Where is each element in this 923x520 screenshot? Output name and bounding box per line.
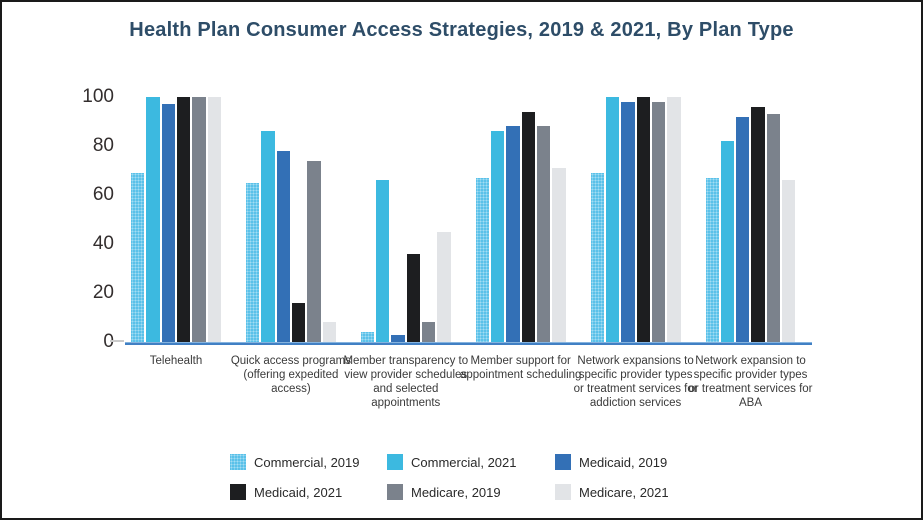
bar-medicare-2019 (192, 97, 206, 342)
bar-group-0 (131, 97, 221, 342)
bar-medicaid-2021 (176, 97, 191, 342)
bar-medicare-2021 (207, 97, 221, 342)
bar-medicaid-2019 (161, 104, 175, 342)
bar-medicare-2019 (766, 114, 781, 342)
legend-label: Medicaid, 2019 (579, 454, 668, 470)
legend-swatch-icon (387, 484, 403, 500)
bar-group-3 (475, 97, 566, 342)
bar-medicaid-2019 (506, 126, 520, 342)
bar-commercial-2019 (360, 332, 375, 342)
category-label-1: Quick access programs (offering expedite… (230, 355, 351, 395)
bar-commercial-2019 (245, 182, 260, 342)
bar-medicaid-2021 (636, 97, 650, 342)
bar-commercial-2019 (131, 172, 145, 342)
bar-commercial-2019 (590, 172, 604, 342)
y-tick-100: 100 (82, 86, 114, 107)
bar-commercial-2021 (605, 97, 620, 342)
legend-label: Medicaid, 2021 (254, 484, 343, 500)
bar-medicare-2019 (651, 101, 666, 342)
bar-medicare-2021 (437, 231, 451, 342)
legend-swatch-icon (555, 454, 571, 470)
bar-medicaid-2021 (406, 253, 421, 342)
y-tick-80: 80 (92, 135, 114, 156)
plot-area (125, 97, 812, 345)
bar-medicaid-2021 (291, 302, 306, 342)
legend-item-medicare-2021: Medicare, 2021 (555, 484, 730, 500)
legend: Commercial, 2019 Commercial, 2021 Medicaid… (230, 454, 730, 500)
bar-medicare-2021 (552, 168, 566, 342)
bar-commercial-2021 (720, 141, 735, 342)
legend-item-commercial-2021: Commercial, 2021 (387, 454, 555, 470)
bar-commercial-2019 (705, 177, 719, 342)
bar-group-5 (705, 97, 796, 342)
legend-label: Commercial, 2019 (254, 454, 360, 470)
bar-commercial-2021 (376, 180, 390, 342)
category-label-3: Member support for appointment schedulin… (459, 355, 582, 381)
bar-medicaid-2019 (276, 150, 290, 342)
category-label-4: Network expansions to specific provider … (573, 355, 698, 409)
category-label-0: Telehealth (149, 355, 203, 367)
category-label-5: Network expansion to specific provider t… (688, 355, 813, 409)
bar-commercial-2019 (475, 177, 490, 342)
bar-medicare-2019 (537, 126, 551, 342)
bar-commercial-2021 (261, 131, 275, 342)
bar-group-4 (590, 97, 681, 342)
x-axis-line (125, 342, 812, 345)
bar-group-2 (360, 97, 451, 342)
y-tick-60: 60 (92, 184, 114, 205)
legend-label: Commercial, 2021 (411, 454, 517, 470)
y-axis: 0 20 40 60 80 100 (2, 87, 114, 352)
y-tick-0: 0 (103, 331, 114, 352)
legend-swatch-icon (230, 454, 246, 470)
bar-medicaid-2019 (621, 101, 635, 342)
legend-label: Medicare, 2021 (579, 484, 669, 500)
legend-swatch-icon (387, 454, 403, 470)
bar-group-1 (245, 97, 336, 342)
category-label-2: Member transparency to view provider sch… (343, 355, 469, 409)
chart-title: Health Plan Consumer Access Strategies, … (129, 19, 794, 41)
bar-medicare-2021 (322, 322, 336, 342)
bar-medicaid-2019 (391, 334, 405, 342)
bar-medicaid-2021 (751, 106, 765, 342)
legend-item-medicaid-2019: Medicaid, 2019 (555, 454, 730, 470)
zero-tick-mark (110, 340, 124, 342)
y-tick-40: 40 (92, 233, 114, 254)
legend-item-commercial-2019: Commercial, 2019 (230, 454, 387, 470)
bar-medicare-2021 (782, 180, 796, 342)
legend-swatch-icon (555, 484, 571, 500)
legend-swatch-icon (230, 484, 246, 500)
legend-label: Medicare, 2019 (411, 484, 501, 500)
bar-commercial-2021 (146, 97, 160, 342)
bar-medicaid-2019 (736, 116, 750, 342)
bar-medicaid-2021 (521, 111, 535, 342)
bar-commercial-2021 (491, 131, 505, 342)
legend-item-medicaid-2021: Medicaid, 2021 (230, 484, 387, 500)
bar-medicare-2019 (307, 160, 321, 342)
bar-medicare-2019 (422, 322, 436, 342)
bar-medicare-2021 (667, 97, 681, 342)
legend-item-medicare-2019: Medicare, 2019 (387, 484, 555, 500)
y-tick-20: 20 (92, 282, 114, 303)
